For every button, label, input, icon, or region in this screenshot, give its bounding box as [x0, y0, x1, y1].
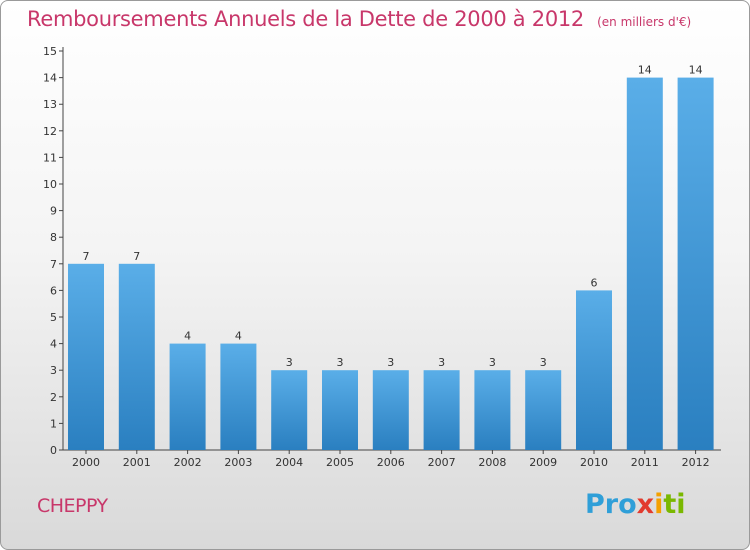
- x-tick-label: 2004: [275, 456, 303, 469]
- x-tick-label: 2001: [123, 456, 151, 469]
- x-tick-label: 2008: [478, 456, 506, 469]
- proxiti-logo: Proxiti: [585, 489, 686, 520]
- x-axis: 2000 2001 2002 2003 2004 2005 2006 2007 2008 2009…: [63, 449, 721, 469]
- bar: [220, 343, 257, 450]
- x-tick-label: 2003: [224, 456, 252, 469]
- bar-value-label: 14: [689, 64, 703, 77]
- bars: 7 7 4 4 3 3 3 3 3 3 6 14 14: [68, 64, 714, 450]
- x-tick-label: 2000: [72, 456, 100, 469]
- bar: [626, 77, 663, 450]
- chart-title: Remboursements Annuels de la Dette de 20…: [27, 7, 584, 31]
- x-tick-label: 2012: [682, 456, 710, 469]
- x-tick-label: 2002: [174, 456, 202, 469]
- bar: [525, 370, 562, 450]
- x-tick-label: 2010: [580, 456, 608, 469]
- title-row: Remboursements Annuels de la Dette de 20…: [27, 7, 691, 31]
- y-tick-label: 7: [50, 258, 57, 271]
- bar-value-label: 14: [638, 64, 652, 77]
- x-tick-label: 2011: [631, 456, 659, 469]
- logo-part-2: x: [636, 489, 655, 520]
- commune-name: CHEPPY: [37, 495, 108, 517]
- bar: [423, 370, 460, 450]
- bar-value-label: 3: [438, 356, 445, 369]
- bar-value-label: 7: [83, 250, 90, 263]
- bar-value-label: 4: [184, 330, 191, 343]
- y-tick-label: 12: [43, 125, 57, 138]
- y-tick-label: 11: [43, 151, 57, 164]
- y-tick-label: 8: [50, 231, 57, 244]
- x-tick-label: 2006: [377, 456, 405, 469]
- bar-value-label: 3: [387, 356, 394, 369]
- bar-value-label: 3: [540, 356, 547, 369]
- x-tick-label: 2009: [529, 456, 557, 469]
- bar: [169, 343, 206, 450]
- bar-value-label: 3: [337, 356, 344, 369]
- y-tick-label: 4: [50, 338, 57, 351]
- y-tick-label: 9: [50, 205, 57, 218]
- bar-value-label: 4: [235, 330, 242, 343]
- bar: [474, 370, 511, 450]
- y-tick-label: 13: [43, 98, 57, 111]
- y-tick-label: 0: [50, 444, 57, 457]
- bar-value-label: 7: [133, 250, 140, 263]
- x-tick-label: 2005: [326, 456, 354, 469]
- logo-part-1: Pro: [585, 489, 637, 520]
- bar-value-label: 3: [286, 356, 293, 369]
- y-tick-label: 2: [50, 391, 57, 404]
- bar-value-label: 6: [591, 276, 598, 289]
- bar: [576, 290, 612, 450]
- bar: [118, 263, 155, 450]
- bar: [322, 370, 358, 450]
- x-tick-label: 2007: [428, 456, 456, 469]
- bar: [372, 370, 409, 450]
- bar-value-label: 3: [489, 356, 496, 369]
- y-tick-label: 15: [43, 45, 57, 58]
- logo-part-3: i: [654, 489, 664, 520]
- y-tick-label: 1: [50, 417, 57, 430]
- y-tick-label: 10: [43, 178, 57, 191]
- bar: [677, 77, 714, 450]
- logo-part-4: ti: [663, 489, 686, 520]
- y-tick-label: 6: [50, 284, 57, 297]
- bar: [271, 370, 308, 450]
- y-tick-label: 3: [50, 364, 57, 377]
- bar: [68, 263, 104, 450]
- y-tick-label: 5: [50, 311, 57, 324]
- chart-subtitle: (en milliers d'€): [597, 15, 692, 29]
- y-tick-label: 14: [43, 72, 57, 85]
